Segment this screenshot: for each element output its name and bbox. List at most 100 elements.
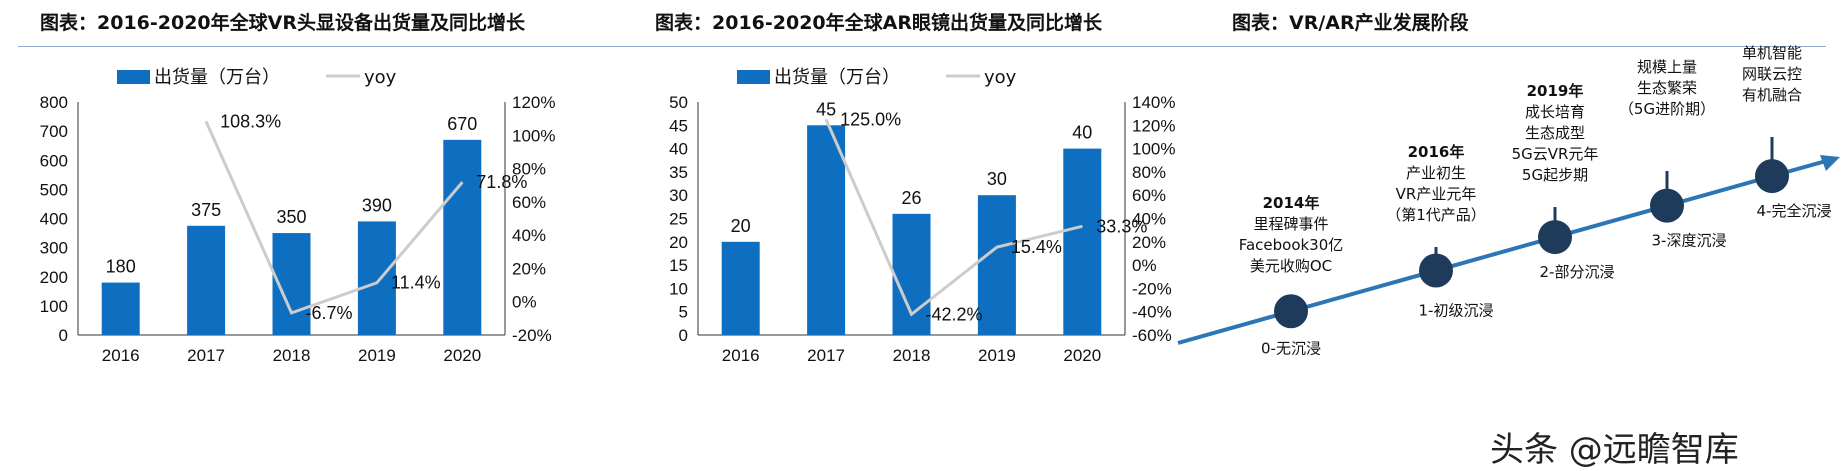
x-tick-label: 2018 [893, 346, 931, 365]
bar-data-label: 180 [106, 257, 136, 277]
legend-line-label: yoy [364, 67, 397, 88]
stage-description: （5G进阶期） [1619, 100, 1715, 118]
yoy-data-label: 108.3% [220, 111, 281, 131]
left-tick-label: 45 [669, 116, 688, 135]
yoy-data-label: -42.2% [926, 304, 983, 324]
stage-name: 4-完全沉浸 [1757, 202, 1832, 220]
stage-description: 规模上量 [1637, 58, 1697, 76]
legend-bar-swatch [117, 70, 150, 84]
yoy-data-label: -6.7% [306, 303, 353, 323]
stage-name: 1-初级沉浸 [1419, 302, 1494, 320]
bar-data-label: 30 [987, 169, 1007, 189]
right-tick-label: 80% [512, 160, 546, 179]
right-tick-label: 40% [512, 226, 546, 245]
right-tick-label: 20% [1132, 233, 1166, 252]
ar-shipment-chart: 出货量（万台） yoy 0 5 10 15 20 25 30 35 40 45 50 -60% -40% -2… [669, 67, 1175, 365]
stage-description: 产业初生 [1406, 164, 1466, 182]
legend-bar-label: 出货量（万台） [154, 67, 280, 88]
right-tick-label: 120% [1132, 116, 1175, 135]
left-tick-label: 40 [669, 140, 688, 159]
x-tick-label: 2017 [187, 346, 225, 365]
left-tick-label: 300 [40, 239, 68, 258]
left-tick-label: 20 [669, 233, 688, 252]
stage-node [1274, 294, 1308, 329]
stage-description: 生态成型 [1525, 124, 1585, 142]
yoy-point [291, 312, 292, 314]
stage-node [1650, 188, 1684, 223]
right-tick-label: 0% [1132, 256, 1157, 275]
right-tick-label: 60% [1132, 186, 1166, 205]
header-divider [18, 46, 1826, 47]
stage-description: 有机融合 [1742, 86, 1802, 104]
right-tick-label: 120% [512, 93, 555, 112]
right-tick-label: -40% [1132, 303, 1172, 322]
bar [977, 195, 1016, 335]
yoy-data-label: 71.8% [476, 172, 527, 192]
right-tick-label: 40% [1132, 210, 1166, 229]
left-tick-label: 400 [40, 210, 68, 229]
yoy-point [376, 282, 378, 284]
right-tick-label: 100% [1132, 140, 1175, 159]
right-tick-label: 100% [512, 126, 555, 145]
stage-description: 里程碑事件 [1253, 215, 1328, 233]
vr-chart-title: 图表：2016-2020年全球VR头显设备出货量及同比增长 [40, 12, 525, 34]
left-tick-label: 0 [59, 326, 68, 345]
yoy-point [996, 246, 998, 248]
bar [1063, 148, 1102, 335]
left-tick-label: 30 [669, 186, 688, 205]
vr-shipment-chart: 出货量（万台） yoy 0 100 200 300 400 500 600 700 800 -20% 0… [40, 67, 556, 365]
x-tick-label: 2019 [358, 346, 396, 365]
bar-data-label: 45 [816, 99, 836, 119]
right-tick-label: 0% [512, 293, 537, 312]
progress-arrowhead [1820, 155, 1840, 171]
stage-description: Facebook30亿 [1239, 236, 1344, 254]
left-tick-label: 5 [679, 303, 688, 322]
yoy-point [461, 181, 463, 183]
legend-line-label: yoy [984, 67, 1017, 88]
yoy-data-label: 125.0% [840, 109, 901, 129]
stage-description: 2019年 [1527, 82, 1584, 100]
yoy-data-label: 33.3% [1096, 216, 1147, 236]
x-tick-label: 2020 [443, 346, 481, 365]
x-tick-label: 2019 [978, 346, 1016, 365]
bar-data-label: 375 [191, 200, 221, 220]
yoy-data-label: 15.4% [1011, 237, 1062, 257]
stage-description: 5G云VR元年 [1512, 145, 1599, 163]
yoy-point [911, 313, 912, 315]
bar [721, 241, 760, 335]
stage-name: 2-部分沉浸 [1540, 263, 1615, 281]
stage-description: （第1代产品） [1386, 206, 1486, 224]
x-tick-label: 2017 [807, 346, 845, 365]
yoy-line [204, 120, 464, 315]
left-tick-label: 800 [40, 93, 68, 112]
stage-diagram-title: 图表：VR/AR产业发展阶段 [1232, 12, 1469, 34]
watermark: 头条 @远瞻智库 [1490, 430, 1739, 470]
right-tick-label: 80% [1132, 163, 1166, 182]
stage-node [1755, 159, 1789, 194]
stage-name: 0-无沉浸 [1261, 339, 1321, 357]
bar [443, 139, 482, 335]
left-tick-label: 500 [40, 180, 68, 199]
left-tick-label: 25 [669, 210, 688, 229]
ar-chart-title: 图表：2016-2020年全球AR眼镜出货量及同比增长 [655, 12, 1102, 34]
legend-bar-label: 出货量（万台） [774, 67, 900, 88]
stage-description: 5G起步期 [1522, 166, 1588, 184]
right-tick-label: -60% [1132, 326, 1172, 345]
bar [357, 221, 396, 335]
stage-description: 网联云控 [1742, 65, 1802, 83]
left-tick-label: 35 [669, 163, 688, 182]
right-tick-label: -20% [512, 326, 552, 345]
yoy-point [205, 120, 207, 122]
bar [807, 125, 846, 335]
yoy-point [1081, 225, 1083, 227]
left-tick-label: 600 [40, 151, 68, 170]
bar [187, 225, 226, 335]
right-tick-label: 140% [1132, 93, 1175, 112]
stage-description: 2016年 [1408, 143, 1465, 161]
right-tick-label: -20% [1132, 279, 1172, 298]
right-tick-label: 60% [512, 193, 546, 212]
left-tick-label: 200 [40, 268, 68, 287]
stage-description: 美元收购OC [1250, 257, 1332, 275]
stage-node [1538, 220, 1572, 255]
